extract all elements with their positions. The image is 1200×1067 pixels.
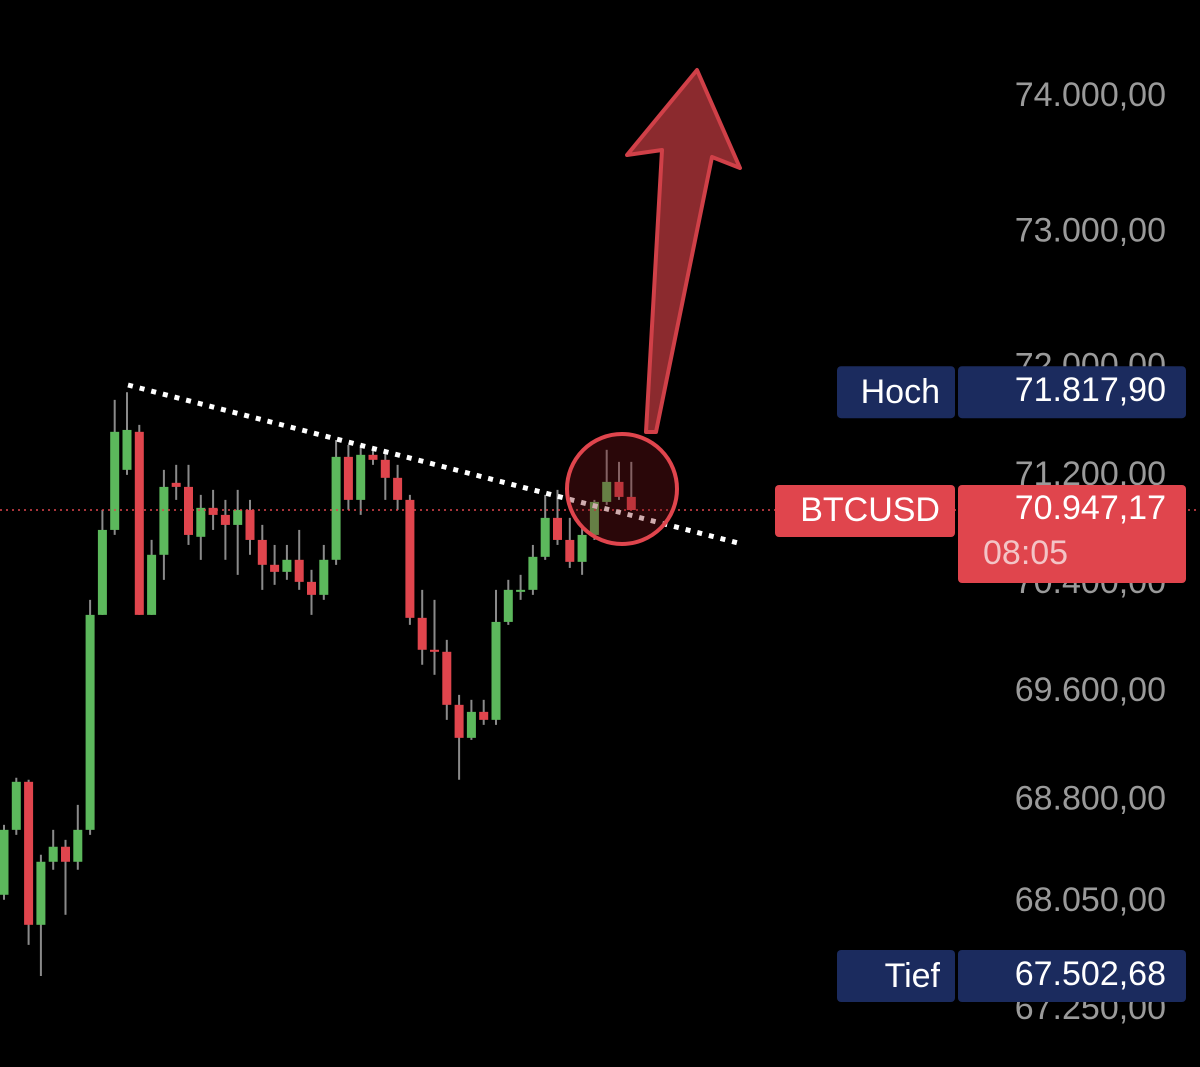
candle-body bbox=[454, 704, 464, 738]
candle-body bbox=[565, 539, 575, 562]
candle-body bbox=[270, 564, 280, 572]
candle-body bbox=[466, 711, 476, 738]
candle-body bbox=[97, 529, 107, 615]
candle-body bbox=[356, 454, 366, 500]
candle-body bbox=[48, 846, 58, 862]
candle-body bbox=[516, 589, 526, 592]
candle-body bbox=[589, 501, 599, 535]
marker-label: Hoch bbox=[861, 373, 940, 411]
candle-body bbox=[626, 496, 636, 511]
candle-body bbox=[442, 651, 452, 705]
y-tick-label: 74.000,00 bbox=[1015, 76, 1166, 114]
candle-body bbox=[577, 534, 587, 562]
price-badges: Hoch 71.817,90 Tief 67.502,68 BTCUSD 70.947,1… bbox=[775, 366, 1186, 1002]
candle-body bbox=[602, 481, 612, 502]
marker-value-box bbox=[958, 366, 1186, 419]
candle-body bbox=[134, 431, 144, 615]
symbol-label: BTCUSD bbox=[800, 491, 940, 529]
candle-body bbox=[159, 486, 169, 555]
highlight-circle bbox=[565, 432, 679, 546]
candle-body bbox=[540, 517, 550, 557]
candle-body bbox=[220, 514, 230, 525]
candle-body bbox=[417, 617, 427, 650]
candle-body bbox=[614, 481, 624, 497]
y-tick-label: 73.000,00 bbox=[1015, 211, 1166, 249]
y-tick-label: 68.800,00 bbox=[1015, 779, 1166, 817]
symbol-box bbox=[775, 485, 955, 538]
candle-body bbox=[184, 486, 193, 535]
candle-body bbox=[73, 829, 83, 862]
candle-body bbox=[61, 846, 70, 862]
candle-body bbox=[307, 581, 316, 595]
countdown: 08:05 bbox=[983, 534, 1068, 572]
candle-body bbox=[0, 829, 9, 895]
candle-body bbox=[110, 431, 120, 530]
candle-body bbox=[491, 621, 501, 720]
candles bbox=[0, 392, 1200, 976]
marker-value-box bbox=[958, 949, 1186, 1002]
candle-body bbox=[245, 509, 255, 540]
trend-line bbox=[127, 382, 739, 546]
y-tick-label: 68.050,00 bbox=[1015, 881, 1166, 919]
candle-body bbox=[24, 781, 34, 925]
candle-body bbox=[331, 456, 341, 560]
marker-label-box bbox=[837, 949, 955, 1002]
candle-body bbox=[380, 459, 390, 478]
marker-value: 71.817,90 bbox=[1015, 371, 1166, 409]
candle-body bbox=[553, 517, 562, 540]
candle-body bbox=[11, 781, 21, 830]
candle-body bbox=[257, 539, 267, 565]
candle-body bbox=[528, 556, 538, 590]
candle-body bbox=[368, 454, 378, 460]
up-arrow bbox=[625, 68, 742, 434]
candle-body bbox=[36, 861, 46, 925]
candle-body bbox=[405, 499, 415, 618]
marker-value: 67.502,68 bbox=[1015, 955, 1166, 993]
candle-body bbox=[503, 589, 513, 622]
marker-label-box bbox=[837, 366, 955, 419]
candle-body bbox=[393, 477, 403, 500]
candle-body bbox=[430, 649, 439, 652]
candle-body bbox=[479, 711, 489, 720]
last-value-box bbox=[958, 485, 1186, 584]
candle-body bbox=[319, 559, 329, 595]
marker-label: Tief bbox=[885, 957, 941, 995]
candle-body bbox=[233, 509, 243, 525]
candle-body bbox=[85, 614, 95, 830]
candle-body bbox=[282, 559, 292, 572]
candle-body bbox=[343, 456, 353, 500]
candle-body bbox=[208, 507, 218, 515]
y-tick-label: 69.600,00 bbox=[1015, 671, 1166, 709]
candle-body bbox=[122, 429, 132, 470]
candle-body bbox=[196, 507, 206, 537]
last-value: 70.947,17 bbox=[1015, 489, 1166, 527]
candle-body bbox=[294, 559, 304, 582]
candle-body bbox=[171, 482, 181, 487]
candle-body bbox=[147, 554, 157, 615]
